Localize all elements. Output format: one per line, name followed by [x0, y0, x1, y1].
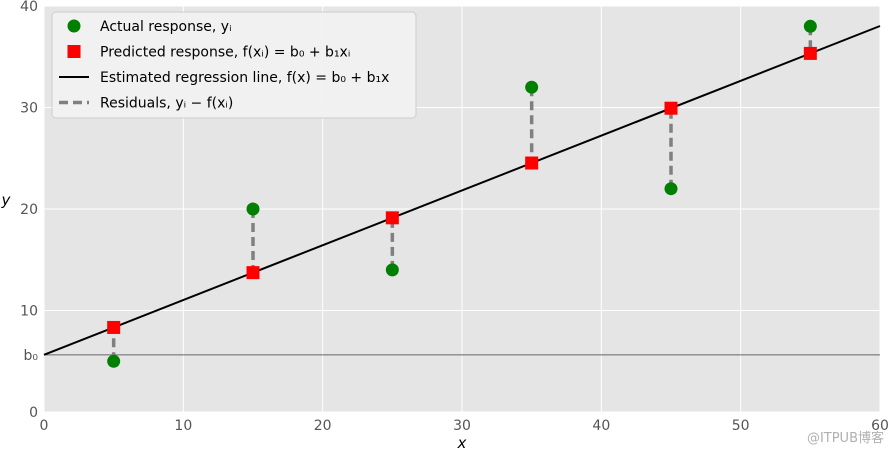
x-tick-label: 60: [871, 418, 889, 434]
actual-point: [107, 354, 121, 368]
y-tick-label: 30: [20, 101, 38, 117]
actual-point: [664, 182, 678, 196]
legend-predicted-marker: [67, 45, 81, 58]
x-tick-label: 30: [453, 418, 471, 434]
legend-label: Residuals, yᵢ − f(xᵢ): [100, 96, 233, 112]
y-tick-label: 40: [20, 0, 38, 15]
legend: Actual response, yᵢ Predicted response, f…: [51, 11, 417, 119]
x-tick-label: 40: [592, 418, 610, 434]
y-tick-label: 10: [20, 304, 38, 320]
chart-series: [43, 19, 881, 368]
predicted-point: [525, 156, 539, 170]
predicted-point: [246, 266, 260, 280]
legend-label: Actual response, yᵢ: [100, 19, 232, 35]
actual-point: [803, 19, 817, 33]
predicted-point: [385, 211, 399, 225]
legend-box: [51, 11, 417, 119]
legend-label: Estimated regression line, f(x) = b₀ + b…: [100, 70, 389, 86]
predicted-point: [107, 320, 121, 334]
y-axis-label: y: [1, 191, 12, 209]
b0-tick-label: b₀: [24, 348, 39, 364]
x-tick-label: 50: [732, 418, 750, 434]
x-axis-label: x: [457, 434, 467, 451]
legend-actual-marker: [67, 19, 81, 33]
predicted-point: [803, 46, 817, 60]
legend-label: Predicted response, f(xᵢ) = b₀ + b₁xᵢ: [100, 45, 350, 61]
axis-tick-labels: 0 10 20 30 40 50 60 0 10 20 30 40 b₀: [20, 0, 889, 434]
actual-point: [525, 80, 539, 94]
y-tick-label: 20: [20, 202, 38, 218]
watermark-text: @ITPUB博客: [807, 430, 884, 446]
predicted-point: [664, 101, 678, 115]
y-tick-label: 0: [29, 405, 38, 421]
actual-point: [385, 263, 399, 277]
x-tick-label: 20: [314, 418, 332, 434]
regression-line: [43, 25, 881, 356]
x-tick-label: 0: [40, 418, 49, 434]
actual-point: [246, 202, 260, 216]
x-tick-label: 10: [174, 418, 192, 434]
